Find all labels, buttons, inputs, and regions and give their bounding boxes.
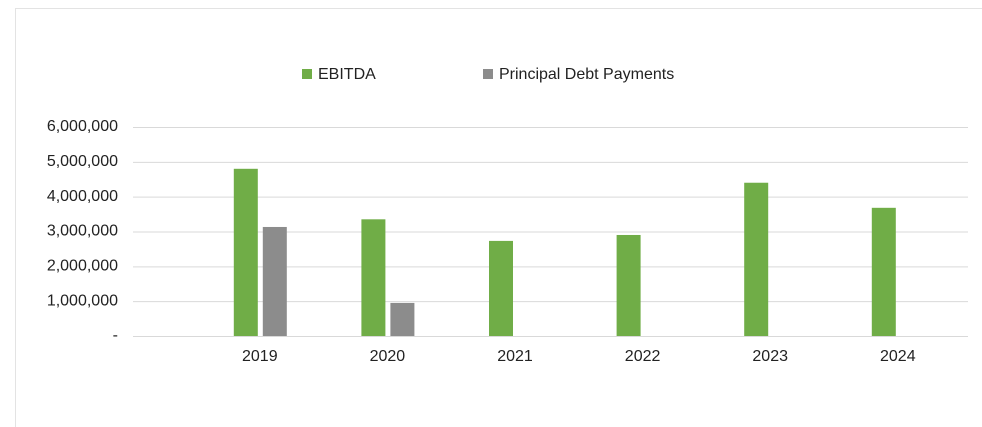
bar bbox=[744, 182, 769, 336]
x-tick-label: 2019 bbox=[242, 348, 278, 365]
x-tick-label: 2020 bbox=[370, 348, 406, 365]
x-tick-label: 2023 bbox=[752, 348, 788, 365]
bar bbox=[871, 207, 896, 336]
legend-label: Principal Debt Payments bbox=[499, 66, 674, 83]
x-tick-label: 2021 bbox=[497, 348, 533, 365]
legend-swatch bbox=[302, 69, 312, 79]
bar bbox=[616, 234, 641, 336]
y-tick-label: 5,000,000 bbox=[47, 153, 118, 170]
bar bbox=[390, 302, 415, 336]
bar bbox=[489, 240, 513, 336]
bar bbox=[233, 168, 258, 336]
y-tick-label: 2,000,000 bbox=[47, 258, 118, 275]
bar bbox=[361, 219, 386, 336]
x-tick-label: 2024 bbox=[880, 348, 916, 365]
x-tick-label: 2022 bbox=[625, 348, 661, 365]
bar bbox=[262, 226, 287, 336]
y-tick-label: 6,000,000 bbox=[47, 118, 118, 135]
y-tick-label: - bbox=[113, 327, 118, 344]
legend-label: EBITDA bbox=[318, 66, 376, 83]
y-tick-label: 3,000,000 bbox=[47, 223, 118, 240]
legend-swatch bbox=[483, 69, 493, 79]
y-tick-label: 4,000,000 bbox=[47, 188, 118, 205]
y-tick-label: 1,000,000 bbox=[47, 292, 118, 309]
